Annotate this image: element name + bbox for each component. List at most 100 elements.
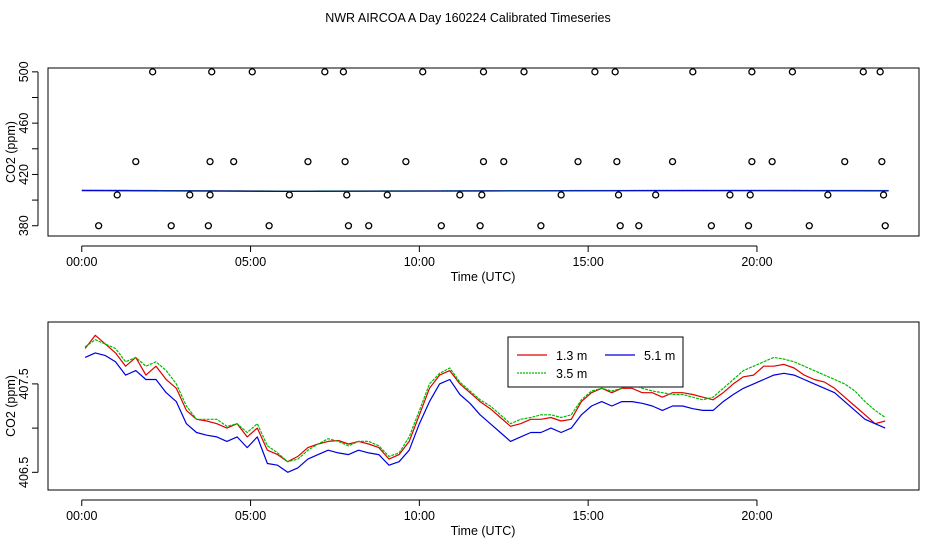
top-flag-point — [520, 68, 528, 76]
top-x-axis: 00:00 05:00 10:00 15:00 20:00 — [66, 245, 773, 269]
bottom-x-tick-label: 05:00 — [235, 509, 266, 523]
top-flag-point — [537, 222, 545, 230]
top-plot-frame — [47, 67, 920, 237]
top-flag-point — [285, 191, 294, 199]
bottom-y-tick-label: 406.5 — [17, 457, 31, 488]
top-y-tick-label: 420 — [17, 164, 31, 185]
top-flag-point — [149, 68, 157, 76]
top-flag-point — [437, 222, 445, 230]
top-y-tick-label: 460 — [17, 113, 31, 134]
top-flag-point — [204, 222, 213, 230]
top-flag-point — [206, 191, 214, 199]
top-flag-point — [614, 191, 623, 199]
bottom-panel: 00:00 05:00 10:00 15:00 20:00 406.5 407.5 Tim… — [4, 321, 920, 538]
top-flag-point — [557, 191, 565, 199]
top-flag-point — [616, 222, 624, 230]
top-flag-point — [419, 68, 427, 76]
top-flag-point — [339, 68, 348, 76]
top-flag-point — [321, 68, 329, 76]
top-x-tick-label: 05:00 — [235, 255, 266, 269]
top-flag-point — [591, 68, 599, 76]
top-flag-point — [341, 157, 349, 166]
legend-box — [507, 336, 684, 388]
bottom-series-3-5-m — [84, 339, 886, 463]
top-flag-point — [859, 68, 867, 76]
top-flag-point — [824, 191, 832, 199]
legend-label-5-1m: 5.1 m — [644, 349, 675, 363]
top-flag-point — [879, 191, 888, 199]
top-flag-point — [652, 191, 660, 199]
top-flag-point — [208, 68, 216, 76]
top-flag-point — [230, 157, 238, 166]
top-flag-point — [479, 68, 488, 76]
top-flag-point — [206, 157, 214, 166]
top-flag-point — [476, 222, 484, 230]
top-flag-point — [707, 222, 716, 230]
top-flag-point — [878, 157, 886, 166]
top-flag-point — [788, 68, 797, 76]
top-flag-point — [383, 191, 391, 199]
bottom-x-tick-label: 15:00 — [573, 509, 604, 523]
top-x-tick-label: 00:00 — [66, 255, 97, 269]
top-flag-point — [748, 68, 756, 76]
top-flag-point — [113, 191, 121, 199]
top-flag-point — [881, 222, 889, 230]
bottom-x-axis: 00:00 05:00 10:00 15:00 20:00 — [66, 499, 773, 523]
top-flag-point — [478, 191, 486, 199]
top-flag-point — [365, 222, 373, 230]
top-x-tick-label: 15:00 — [573, 255, 604, 269]
top-flag-point — [186, 191, 194, 199]
bottom-y-axis: 406.5 407.5 — [17, 368, 39, 488]
bottom-series-5-1-m — [84, 352, 886, 473]
top-flag-point — [768, 157, 776, 166]
top-x-tick-label: 10:00 — [404, 255, 435, 269]
top-flag-point — [479, 157, 488, 166]
top-flag-point — [744, 222, 753, 230]
bottom-x-axis-label: Time (UTC) — [451, 524, 516, 538]
bottom-data-layer — [84, 334, 886, 473]
top-y-tick-label: 380 — [17, 215, 31, 236]
bottom-x-tick-label: 00:00 — [66, 509, 97, 523]
top-flag-point — [344, 222, 353, 230]
bottom-y-tick-label: 407.5 — [17, 368, 31, 399]
top-flag-point — [668, 157, 677, 166]
bottom-x-tick-label: 20:00 — [741, 509, 772, 523]
legend-label-1-3m: 1.3 m — [556, 349, 587, 363]
top-flag-point — [726, 191, 734, 199]
top-series-5-1-m — [81, 190, 889, 192]
bottom-plot-frame — [47, 321, 920, 491]
legend-label-3-5m: 3.5 m — [556, 367, 587, 381]
bottom-y-axis-label: CO2 (ppm) — [4, 375, 18, 437]
top-y-tick-label: 500 — [17, 61, 31, 82]
legend: 1.3 m 3.5 m 5.1 m — [507, 336, 684, 388]
top-flag-point — [611, 68, 619, 76]
top-flag-point — [805, 222, 813, 230]
top-flag-point — [304, 157, 312, 166]
top-flag-point — [635, 222, 643, 230]
top-flag-point — [265, 222, 273, 230]
figure-title: NWR AIRCOA A Day 160224 Calibrated Times… — [325, 11, 611, 25]
top-flag-point — [689, 68, 697, 76]
top-data-layer — [81, 68, 889, 230]
top-flag-point — [841, 157, 849, 166]
top-x-axis-label: Time (UTC) — [451, 270, 516, 284]
top-flag-point — [613, 157, 621, 166]
top-flag-point — [94, 222, 103, 230]
top-panel: 00:00 05:00 10:00 15:00 20:00 380 420 460 500 T… — [4, 61, 920, 284]
top-flag-point — [132, 157, 140, 166]
top-flag-point — [746, 191, 754, 199]
top-flag-point — [748, 157, 756, 166]
top-flag-point — [248, 68, 256, 76]
bottom-series-1-3-m — [84, 334, 886, 463]
top-flag-point — [167, 222, 175, 230]
top-flag-point — [500, 157, 508, 166]
top-y-axis: 380 420 460 500 — [17, 61, 39, 236]
top-y-axis-label: CO2 (ppm) — [4, 121, 18, 183]
top-flag-point — [456, 191, 464, 199]
bottom-x-tick-label: 10:00 — [404, 509, 435, 523]
top-flag-point — [343, 191, 351, 199]
top-flag-point — [574, 157, 582, 166]
top-flag-point — [402, 157, 410, 166]
top-flag-point — [876, 68, 884, 76]
